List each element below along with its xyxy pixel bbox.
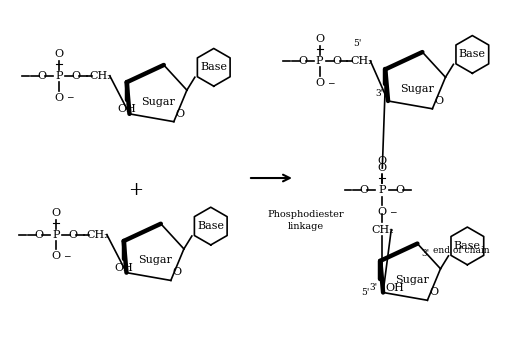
Text: O: O bbox=[54, 49, 64, 59]
Text: O: O bbox=[434, 96, 443, 106]
Text: P: P bbox=[315, 56, 323, 66]
Text: P: P bbox=[55, 71, 63, 81]
Text: O: O bbox=[331, 56, 341, 66]
Text: O: O bbox=[429, 287, 438, 297]
Text: OH: OH bbox=[384, 283, 403, 293]
Text: P: P bbox=[52, 230, 60, 240]
Text: O: O bbox=[298, 56, 307, 66]
Text: O: O bbox=[395, 185, 404, 195]
Text: Base: Base bbox=[197, 221, 224, 231]
Text: Base: Base bbox=[200, 62, 227, 72]
Text: end of chain: end of chain bbox=[433, 245, 489, 255]
Text: Base: Base bbox=[458, 49, 485, 60]
Text: O: O bbox=[377, 156, 386, 166]
Text: Base: Base bbox=[453, 241, 480, 251]
Text: O: O bbox=[71, 71, 80, 81]
Text: Sugar: Sugar bbox=[138, 255, 172, 265]
Text: O: O bbox=[51, 208, 61, 218]
Text: Sugar: Sugar bbox=[142, 97, 175, 106]
Text: CH₂: CH₂ bbox=[87, 230, 109, 240]
Text: −: − bbox=[63, 252, 70, 260]
Text: −: − bbox=[326, 78, 333, 87]
Text: O: O bbox=[315, 78, 324, 88]
Text: O: O bbox=[377, 163, 386, 173]
Text: CH₂: CH₂ bbox=[90, 71, 112, 81]
Text: −: − bbox=[388, 207, 396, 216]
Text: O: O bbox=[176, 109, 185, 119]
Text: O: O bbox=[38, 71, 47, 81]
Text: 5': 5' bbox=[353, 39, 361, 48]
Text: CH₂: CH₂ bbox=[349, 56, 372, 66]
Text: Sugar: Sugar bbox=[400, 84, 433, 94]
Text: O: O bbox=[35, 230, 44, 240]
Text: O: O bbox=[315, 34, 324, 44]
Text: O: O bbox=[68, 230, 77, 240]
Text: O: O bbox=[54, 93, 64, 103]
Text: 3': 3' bbox=[375, 89, 383, 98]
Text: OH: OH bbox=[117, 104, 136, 114]
Text: P: P bbox=[378, 185, 385, 195]
Text: 3': 3' bbox=[420, 249, 429, 257]
Text: O: O bbox=[377, 207, 386, 217]
Text: OH: OH bbox=[114, 263, 133, 273]
Text: O: O bbox=[173, 268, 182, 278]
Text: Phosphodiester
linkage: Phosphodiester linkage bbox=[267, 210, 344, 231]
Text: Sugar: Sugar bbox=[394, 275, 428, 285]
Text: O: O bbox=[359, 185, 368, 195]
Text: −: − bbox=[66, 93, 73, 102]
Text: 5': 5' bbox=[360, 288, 369, 297]
Text: +: + bbox=[128, 181, 143, 199]
Text: CH₂: CH₂ bbox=[370, 225, 393, 235]
Text: O: O bbox=[51, 252, 61, 261]
Text: 3': 3' bbox=[369, 283, 377, 292]
